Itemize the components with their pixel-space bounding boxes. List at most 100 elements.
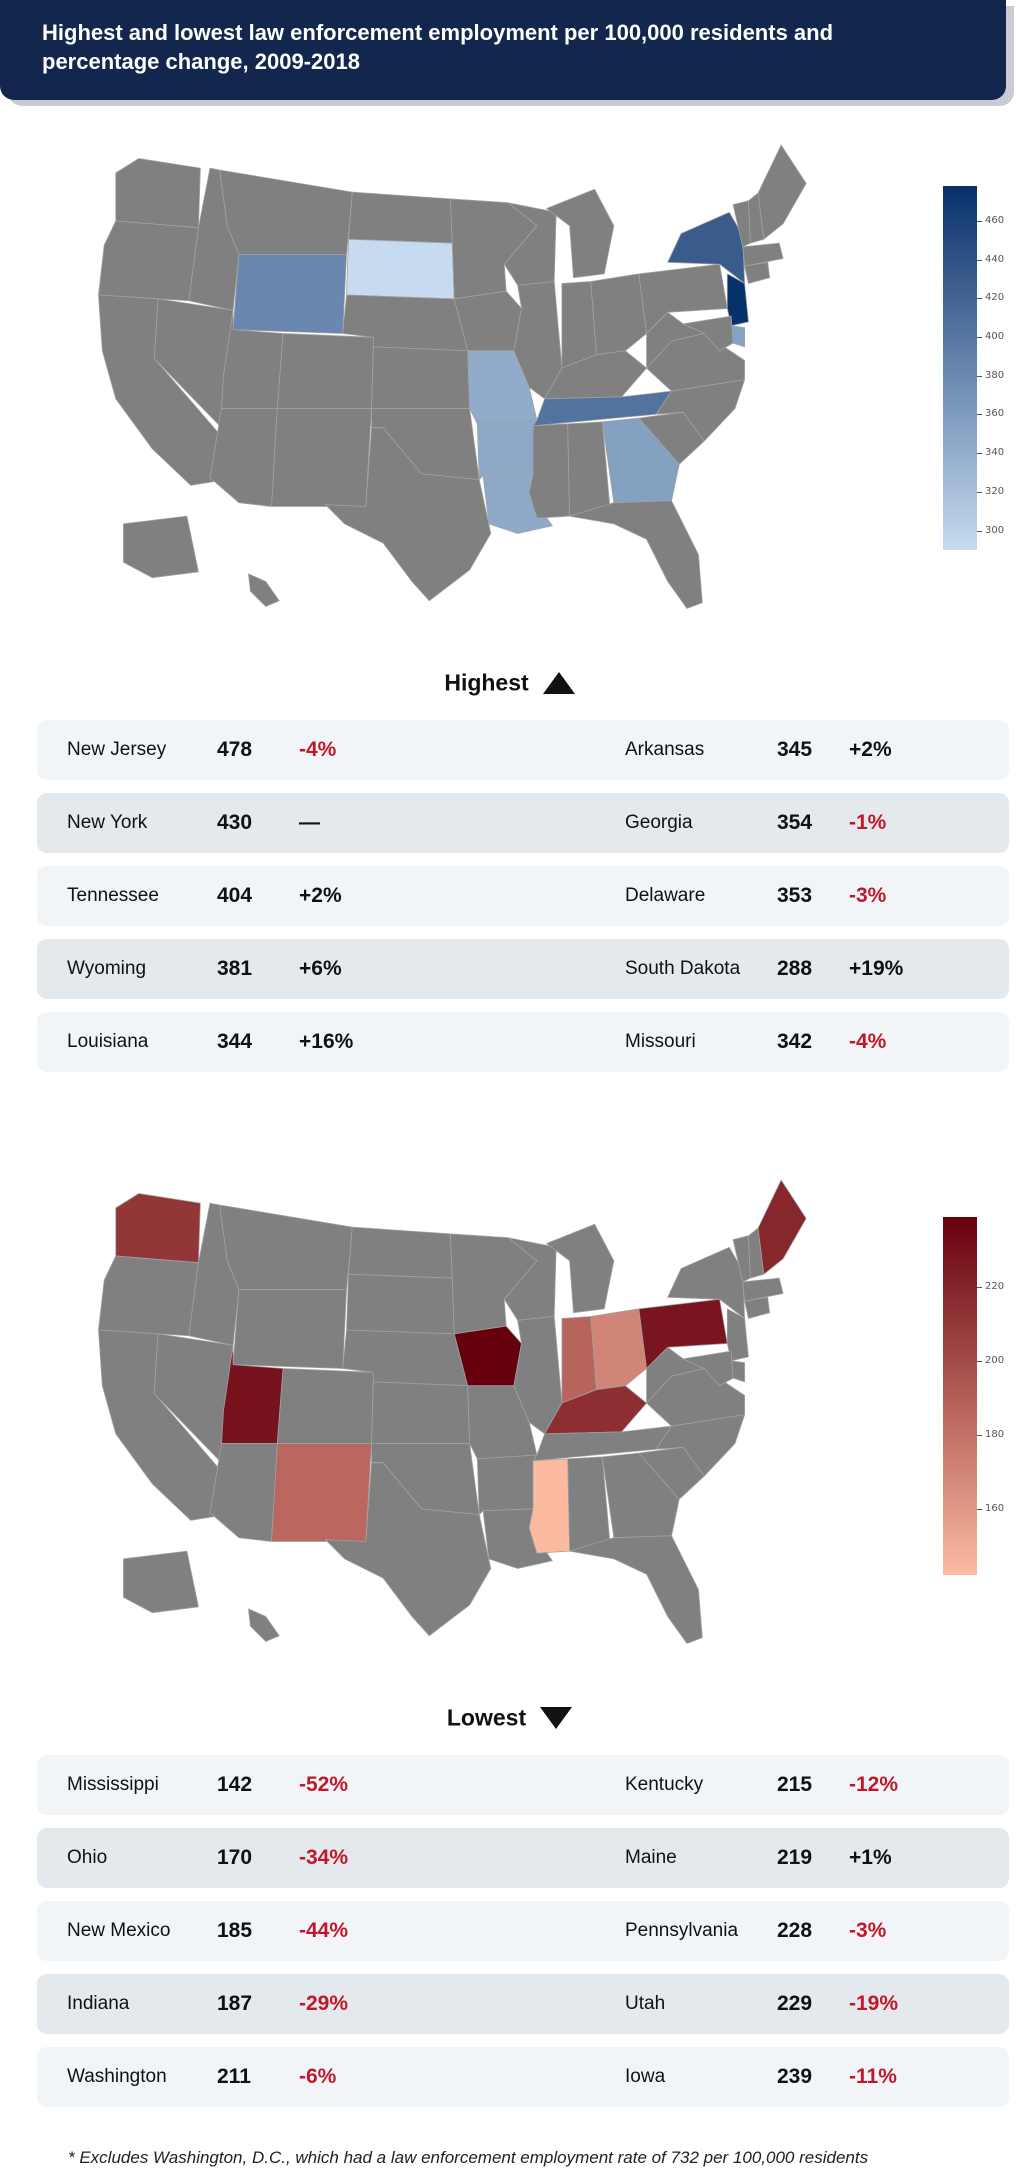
change-value: +1% <box>849 1846 892 1869</box>
state-mt <box>219 1204 353 1290</box>
lowest-colorbar: 160 180 200 220 <box>943 1217 1004 1575</box>
state-name: Pennsylvania <box>625 1920 739 1941</box>
state-me <box>757 144 807 240</box>
table-row: Ohio 170 -34% Maine 219 +1% <box>37 1828 1009 1888</box>
state-fl <box>569 500 703 609</box>
triangle-up-icon <box>542 671 575 694</box>
state-hi <box>248 573 280 607</box>
state-ms <box>528 1458 570 1554</box>
state-pa <box>638 1298 728 1369</box>
colorbar-gradient <box>943 186 977 550</box>
change-value: +2% <box>849 738 892 761</box>
lowest-map <box>60 1155 860 1655</box>
state-az <box>209 1443 278 1542</box>
footnote: * Excludes Washington, D.C., which had a… <box>68 2148 869 2167</box>
rate-value: 215 <box>777 1773 813 1796</box>
colorbar-tick <box>977 530 982 532</box>
state-pa <box>638 263 728 334</box>
state-ks <box>371 1381 470 1444</box>
state-name: Georgia <box>625 812 693 833</box>
colorbar-tick <box>977 375 982 377</box>
state-md <box>682 1350 734 1387</box>
colorbar-tick <box>977 1508 982 1510</box>
state-in <box>561 1316 597 1404</box>
state-name: Mississippi <box>67 1774 159 1795</box>
rate-value: 219 <box>777 1846 813 1869</box>
us-map-svg <box>98 144 807 609</box>
colorbar-tick <box>977 220 982 222</box>
colorbar-tick-label: 460 <box>985 214 1005 226</box>
state-ct <box>744 1296 770 1319</box>
state-or <box>98 220 199 302</box>
rate-value: 345 <box>777 738 813 761</box>
change-value: -29% <box>299 1992 349 2015</box>
state-name: Washington <box>67 2066 167 2087</box>
rate-value: 239 <box>777 2065 813 2088</box>
change-value: -4% <box>849 1030 887 1053</box>
table-row: Tennessee 404 +2% Delaware 353 -3% <box>37 866 1009 926</box>
table-row: New York 430 — Georgia 354 -1% <box>37 793 1009 853</box>
rate-value: 228 <box>777 1919 813 1942</box>
rate-value: 185 <box>217 1919 253 1942</box>
state-or <box>98 1255 199 1337</box>
state-name: Louisiana <box>67 1031 149 1052</box>
state-mi <box>546 1223 615 1314</box>
state-nd <box>348 191 453 244</box>
state-mt <box>219 169 353 255</box>
state-name: Utah <box>625 1993 666 2014</box>
change-value: +2% <box>299 884 342 907</box>
state-az <box>209 408 278 507</box>
state-al <box>567 421 611 517</box>
state-name: New Jersey <box>67 739 167 760</box>
state-nd <box>348 1226 453 1279</box>
state-ak <box>123 1550 199 1614</box>
change-value: +6% <box>299 957 342 980</box>
table-row: New Jersey 478 -4% Arkansas 345 +2% <box>37 720 1009 780</box>
state-sd <box>346 238 455 300</box>
title-banner: Highest and lowest law enforcement emplo… <box>0 0 1006 100</box>
rate-value: 187 <box>217 1992 253 2015</box>
state-me <box>757 1179 807 1275</box>
rate-value: 229 <box>777 1992 813 2015</box>
lowest-heading: Lowest <box>0 1703 1019 1731</box>
state-name: Iowa <box>625 2066 666 2087</box>
state-ga <box>601 417 680 504</box>
state-hi <box>248 1608 280 1642</box>
highest-heading-text: Highest <box>444 669 529 696</box>
colorbar-gradient <box>943 1217 977 1575</box>
state-name: New Mexico <box>67 1920 171 1941</box>
state-tx <box>325 427 492 602</box>
state-wy <box>232 254 347 334</box>
state-mi <box>546 188 615 279</box>
colorbar-tick-label: 160 <box>985 1502 1005 1514</box>
colorbar-tick <box>977 1434 982 1436</box>
state-name: New York <box>67 812 148 833</box>
state-in <box>561 281 597 369</box>
state-co <box>276 333 374 409</box>
rate-value: 381 <box>217 957 253 980</box>
change-value: -12% <box>849 1773 899 1796</box>
colorbar-tick-label: 380 <box>985 369 1005 381</box>
table-row: Wyoming 381 +6% South Dakota 288 +19% <box>37 939 1009 999</box>
state-name: Tennessee <box>67 885 159 906</box>
highest-colorbar: 300 320 340 360 380 400 420 440 460 <box>943 186 1004 550</box>
state-oh <box>590 273 647 355</box>
state-name: Missouri <box>625 1031 696 1052</box>
state-name: Delaware <box>625 885 706 906</box>
change-value: -19% <box>849 1992 899 2015</box>
state-ma <box>742 1277 784 1302</box>
table-row: Mississippi 142 -52% Kentucky 215 -12% <box>37 1755 1009 1815</box>
rate-value: 288 <box>777 957 813 980</box>
state-name: Maine <box>625 1847 677 1868</box>
colorbar-tick <box>977 259 982 261</box>
state-ga <box>601 1452 680 1539</box>
change-value: -1% <box>849 811 887 834</box>
rate-value: 344 <box>217 1030 253 1053</box>
state-ma <box>742 242 784 267</box>
state-wy <box>232 1289 347 1369</box>
table-row: New Mexico 185 -44% Pennsylvania 228 -3% <box>37 1901 1009 1961</box>
colorbar-tick <box>977 1287 982 1289</box>
colorbar-tick-label: 320 <box>985 485 1005 497</box>
colorbar-tick <box>977 337 982 339</box>
colorbar-tick <box>977 453 982 455</box>
